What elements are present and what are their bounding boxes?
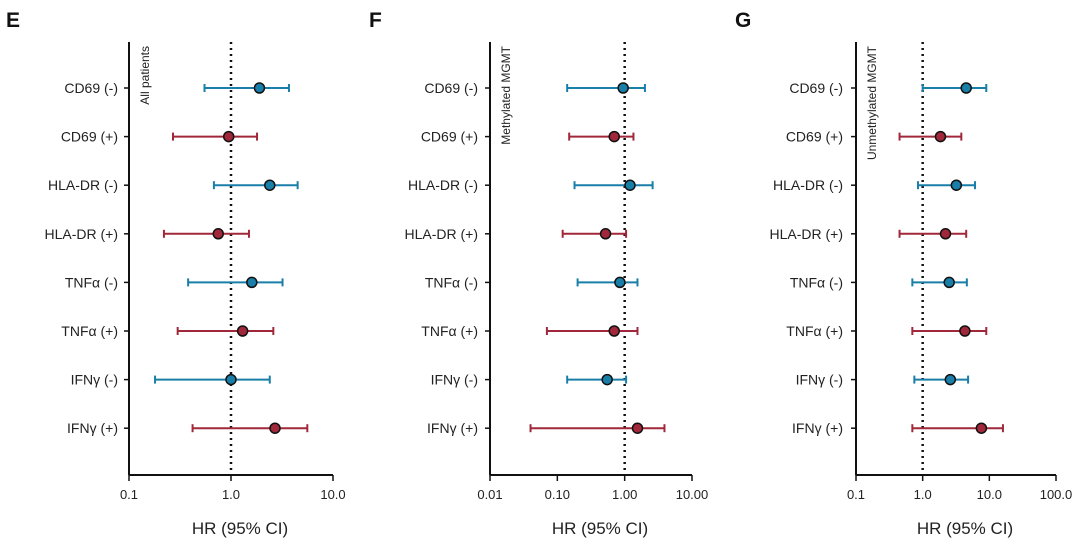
hr-point [225, 373, 237, 386]
panel-annotation: Unmethylated MGMT [865, 45, 879, 160]
x-tick-label: 0.1 [120, 487, 138, 502]
category-label: TNFα (-) [790, 274, 843, 290]
category-label: HLA-DR (+) [404, 226, 478, 242]
hr-point [939, 228, 952, 240]
category-label: HLA-DR (-) [773, 177, 843, 193]
category-label: IFNγ (+) [792, 420, 843, 436]
category-label: CD69 (+) [61, 129, 118, 145]
category-label: HLA-DR (+) [44, 226, 118, 242]
x-tick-label: 0.1 [847, 487, 865, 502]
x-tick-label: 100.0 [1040, 487, 1073, 502]
x-tick-label: 10.00 [676, 487, 709, 502]
category-label: TNFα (+) [421, 323, 478, 339]
hr-point [614, 276, 626, 289]
category-label: IFNγ (-) [71, 372, 118, 388]
panel-annotation: Methylated MGMT [499, 45, 513, 144]
hr-point [960, 82, 972, 94]
category-label: IFNγ (+) [67, 420, 118, 436]
hr-point [950, 179, 963, 191]
category-label: TNFα (-) [425, 274, 478, 290]
hr-point [943, 276, 955, 289]
hr-point [617, 82, 629, 94]
panel-letter: E [6, 9, 20, 32]
hr-point [222, 130, 235, 143]
category-label: IFNγ (-) [796, 372, 843, 388]
hr-point [934, 130, 947, 143]
forest-panel-f: F 0.01 0.10 1.00 10.00 HR (95% CI) Methylated … [369, 9, 708, 538]
x-tick-label: 1.00 [612, 487, 637, 502]
hr-point [269, 422, 281, 434]
x-axis-title: HR (95% CI) [552, 519, 648, 538]
category-label: IFNγ (-) [431, 372, 478, 388]
hr-point [253, 82, 266, 94]
x-tick-label: 10.0 [320, 487, 345, 502]
hr-point [601, 373, 613, 386]
x-tick-label: 0.01 [477, 487, 502, 502]
x-tick-label: 10.0 [977, 487, 1002, 502]
category-label: TNFα (-) [65, 274, 118, 290]
hr-point [608, 325, 620, 337]
category-label: TNFα (+) [786, 323, 843, 339]
hr-point [236, 325, 249, 337]
panel-letter: F [369, 9, 382, 32]
hr-point [975, 422, 988, 434]
category-label: CD69 (-) [424, 80, 478, 96]
x-tick-label: 1.0 [914, 487, 932, 502]
hr-point [212, 228, 225, 240]
hr-point [944, 373, 957, 386]
hr-point [264, 179, 276, 191]
hr-point [959, 325, 971, 337]
x-tick-label: 1.0 [222, 487, 240, 502]
category-label: CD69 (-) [64, 80, 118, 96]
panel-annotation: All patients [138, 46, 152, 105]
forest-panel-e: E 0.1 1.0 10.0 HR (95% CI) All patients CD69 (… [6, 9, 346, 538]
hr-point [624, 179, 636, 191]
x-tick-label: 0.10 [545, 487, 570, 502]
category-label: HLA-DR (-) [48, 177, 118, 193]
category-label: CD69 (+) [421, 129, 478, 145]
category-label: CD69 (-) [789, 80, 843, 96]
hr-point [631, 422, 644, 434]
category-label: HLA-DR (-) [408, 177, 478, 193]
panel-letter: G [735, 9, 751, 32]
category-label: TNFα (+) [61, 323, 118, 339]
hr-point [608, 130, 620, 143]
category-label: CD69 (+) [786, 129, 843, 145]
x-axis-title: HR (95% CI) [917, 519, 1013, 538]
category-label: HLA-DR (+) [769, 226, 843, 242]
hr-point [599, 228, 612, 240]
hr-point [246, 276, 258, 289]
x-axis-title: HR (95% CI) [192, 519, 288, 538]
forest-panel-g: G 0.1 1.0 10.0 100.0 HR (95% CI) Unmethylated … [735, 9, 1072, 538]
category-label: IFNγ (+) [427, 420, 478, 436]
